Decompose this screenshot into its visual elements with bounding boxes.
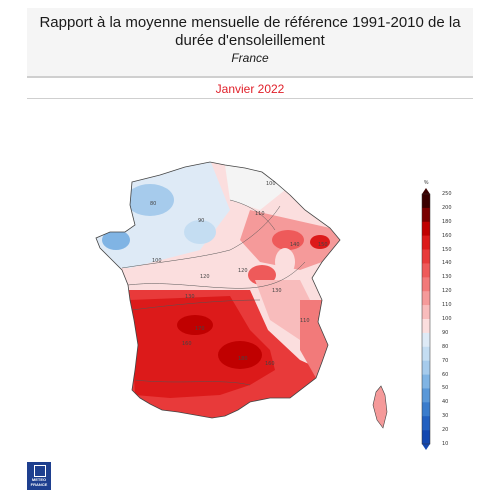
france-border bbox=[95, 161, 341, 419]
corsica bbox=[372, 385, 388, 429]
contour-labels: 100 100 110 120 120 130 130 140 150 160 … bbox=[150, 181, 328, 367]
legend-swatch bbox=[422, 221, 430, 236]
divider-bottom bbox=[27, 98, 473, 99]
legend-max-arrow bbox=[422, 188, 430, 194]
legend-tick-label: 140 bbox=[442, 260, 452, 267]
contour-label: 160 bbox=[182, 341, 192, 347]
contour-label: 130 bbox=[272, 288, 282, 294]
legend-swatch bbox=[422, 249, 430, 264]
legend-tick-label: 150 bbox=[442, 246, 452, 253]
contour-label: 120 bbox=[200, 274, 210, 280]
legend-swatch bbox=[422, 430, 430, 445]
legend-tick-label: 110 bbox=[442, 302, 452, 309]
legend-tick-label: 20 bbox=[442, 427, 449, 434]
contour-label: 160 bbox=[265, 361, 275, 367]
color-legend bbox=[421, 188, 431, 450]
contour-label: 120 bbox=[238, 268, 248, 274]
legend-tick-label: 130 bbox=[442, 274, 452, 281]
legend-tick-label: 80 bbox=[442, 343, 449, 350]
legend-swatch bbox=[422, 416, 430, 431]
legend-swatch bbox=[422, 291, 430, 306]
contour-label: 130 bbox=[185, 294, 195, 300]
contour-label: 100 bbox=[266, 181, 276, 187]
logo-text: METEO FRANCE bbox=[30, 477, 48, 487]
page-subtitle: France bbox=[231, 51, 269, 65]
legend-swatch bbox=[422, 263, 430, 278]
legend-frame bbox=[421, 193, 431, 445]
legend-tick-label: 90 bbox=[442, 329, 449, 336]
contour-label: 80 bbox=[150, 201, 156, 207]
legend-swatch bbox=[422, 305, 430, 320]
legend-tick-label: 100 bbox=[442, 316, 452, 322]
meteo-france-logo: METEO FRANCE bbox=[27, 462, 51, 490]
contour-label: 140 bbox=[290, 242, 300, 248]
legend-tick-label: 200 bbox=[442, 204, 452, 211]
divider-top bbox=[27, 77, 473, 78]
legend-tick-label: 10 bbox=[442, 441, 449, 447]
contour-label: 90 bbox=[198, 218, 204, 224]
legend-swatch bbox=[422, 388, 430, 403]
legend-tick-label: 40 bbox=[442, 399, 449, 406]
page-title: Rapport à la moyenne mensuelle de référe… bbox=[39, 14, 461, 49]
legend-swatch bbox=[422, 374, 430, 389]
legend-tick-label: 180 bbox=[442, 218, 452, 225]
header-panel bbox=[27, 8, 473, 77]
legend-min-arrow bbox=[422, 444, 430, 450]
legend-tick-label: 160 bbox=[442, 232, 452, 239]
period-label: Janvier 2022 bbox=[215, 82, 285, 96]
legend-unit: % bbox=[424, 180, 429, 186]
legend-swatch bbox=[422, 194, 430, 209]
legend-tick-label: 60 bbox=[442, 371, 449, 378]
contour-label: 110 bbox=[255, 211, 265, 217]
logo-mark-icon bbox=[34, 465, 46, 477]
contour-label: 100 bbox=[152, 258, 162, 264]
legend-tick-label: 50 bbox=[442, 385, 449, 392]
legend-tick-label: 120 bbox=[442, 288, 452, 295]
contour-label: 170 bbox=[195, 326, 205, 332]
legend-swatch bbox=[422, 332, 430, 348]
legend-tick-label: 30 bbox=[442, 413, 449, 420]
legend-swatch bbox=[422, 346, 430, 361]
legend-swatch bbox=[422, 207, 430, 223]
legend-swatch bbox=[422, 235, 430, 250]
legend-tick-label: 250 bbox=[442, 191, 452, 197]
contour-label: 150 bbox=[318, 242, 328, 248]
legend-swatch bbox=[422, 277, 430, 292]
contour-label: 110 bbox=[300, 318, 310, 324]
legend-swatch bbox=[422, 319, 430, 334]
contour-label: 180 bbox=[238, 356, 248, 362]
legend-tick-label: 70 bbox=[442, 357, 449, 364]
legend-swatch bbox=[422, 360, 430, 375]
legend-swatch bbox=[422, 402, 430, 417]
